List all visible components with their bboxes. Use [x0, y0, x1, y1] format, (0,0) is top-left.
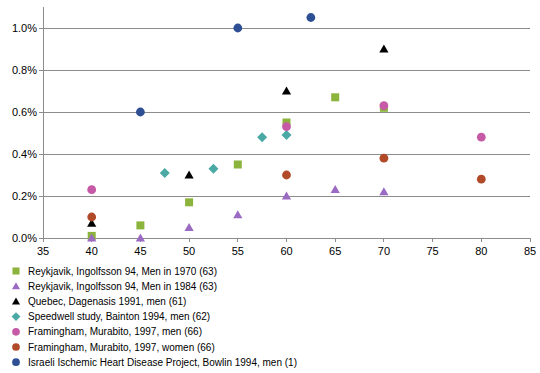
series: [160, 130, 292, 178]
plot-area: [87, 13, 486, 241]
legend-label: Reykjavik, Ingolfsson 94, Men in 1970 (6…: [28, 266, 217, 277]
chart: 0.0% 0.2% 0.4% 0.6% 0.8% 1.0% 35 40 45 50 55 60 65 70…: [0, 0, 540, 373]
point: [136, 221, 144, 229]
x-tick: [286, 238, 287, 242]
legend-marker: [12, 358, 20, 366]
legend-label: Reykjavik, Ingolfsson 94, Men in 1984 (6…: [28, 281, 217, 292]
point: [282, 130, 292, 140]
y-tick: [39, 28, 43, 29]
grid-line: [43, 70, 530, 71]
x-tick: [189, 238, 190, 242]
x-tick-label: 65: [329, 245, 341, 257]
x-tick-label: 45: [134, 245, 146, 257]
point: [233, 24, 242, 33]
series: [87, 185, 388, 241]
y-tick: [39, 196, 43, 197]
point: [282, 86, 291, 94]
grid-line: [43, 112, 530, 113]
x-tick-label: 50: [183, 245, 195, 257]
legend-marker: [12, 343, 20, 351]
point: [136, 108, 145, 117]
legend: Reykjavik, Ingolfsson 94, Men in 1970 (6…: [12, 266, 297, 368]
grid: [39, 28, 530, 238]
y-tick-label: 0.2%: [12, 190, 37, 202]
x-tick: [481, 238, 482, 242]
series: [87, 101, 485, 194]
point: [136, 233, 145, 241]
grid-line: [43, 28, 530, 29]
point: [87, 233, 96, 241]
point: [331, 93, 339, 101]
y-tick-label: 1.0%: [12, 22, 37, 34]
y-tick-label: 0.8%: [12, 64, 37, 76]
point: [477, 175, 486, 184]
series: [136, 13, 315, 116]
point: [306, 13, 315, 22]
legend-label: Speedwell study, Bainton 1994, men (62): [28, 311, 210, 322]
point: [185, 170, 194, 178]
point: [208, 164, 218, 174]
y-axis: [43, 7, 44, 238]
x-tick-label: 85: [524, 245, 536, 257]
point: [233, 210, 242, 218]
point: [282, 171, 291, 180]
y-tick-label: 0.4%: [12, 148, 37, 160]
point: [234, 161, 242, 169]
y-tick: [39, 238, 43, 239]
point: [282, 191, 291, 199]
y-tick-label: 0.6%: [12, 106, 37, 118]
series: [88, 93, 388, 240]
legend-marker: [12, 282, 20, 289]
y-tick: [39, 70, 43, 71]
series: [87, 154, 485, 222]
point: [185, 198, 193, 206]
x-tick: [335, 238, 336, 242]
point: [379, 44, 388, 52]
x-tick: [383, 238, 384, 242]
legend-marker: [12, 328, 20, 336]
point: [331, 185, 340, 193]
legend-marker: [13, 268, 20, 275]
x-tick-label: 70: [378, 245, 390, 257]
point: [477, 133, 486, 142]
x-tick: [43, 238, 44, 242]
point: [380, 101, 389, 110]
legend-marker: [12, 297, 20, 304]
y-tick-label: 0.0%: [12, 232, 37, 244]
x-tick: [432, 238, 433, 242]
point: [87, 185, 96, 194]
legend-label: Israeli Ischemic Heart Disease Project, …: [28, 357, 297, 368]
legend-label: Framingham, Murabito, 1997, women (66): [28, 342, 215, 353]
point: [257, 132, 267, 142]
point: [282, 122, 291, 131]
point: [379, 187, 388, 195]
x-tick-label: 40: [86, 245, 98, 257]
legend-label: Quebec, Dagenasis 1991, men (61): [28, 296, 186, 307]
x-tick: [237, 238, 238, 242]
series: [87, 44, 388, 226]
point: [160, 168, 170, 178]
x-tick-label: 80: [475, 245, 487, 257]
legend-label: Framingham, Murabito, 1997, men (66): [28, 326, 202, 337]
x-tick-label: 35: [37, 245, 49, 257]
x-tick-label: 75: [426, 245, 438, 257]
x-tick-label: 55: [232, 245, 244, 257]
point: [87, 213, 96, 222]
y-tick: [39, 112, 43, 113]
x-tick-label: 60: [280, 245, 292, 257]
point: [380, 154, 389, 163]
y-tick: [39, 154, 43, 155]
grid-line: [43, 154, 530, 155]
legend-marker: [12, 312, 21, 321]
point: [185, 223, 194, 231]
x-tick: [530, 238, 531, 242]
